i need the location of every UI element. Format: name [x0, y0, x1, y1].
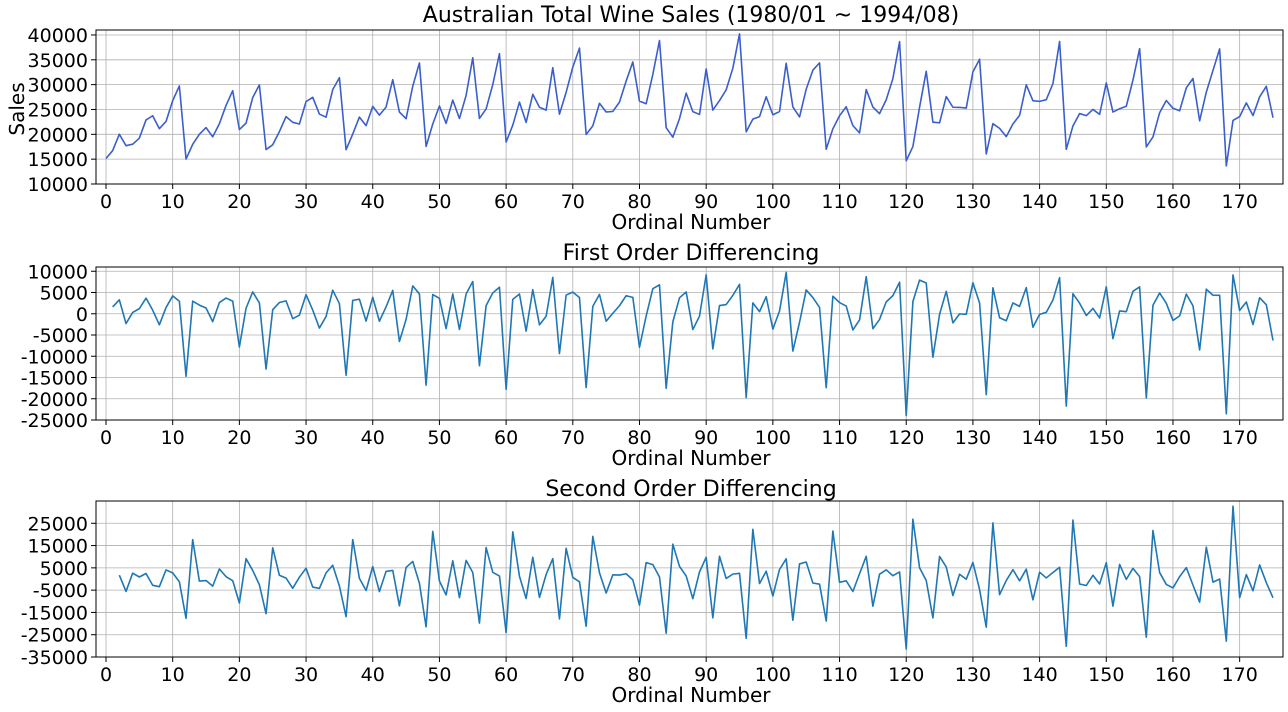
- second-difference-chart-xtick-label: 170: [1222, 664, 1258, 686]
- second-difference-chart-ytick-label: -15000: [21, 602, 88, 624]
- sales-chart-xtick-label: 140: [1021, 191, 1057, 213]
- first-difference-chart-series: [112, 271, 1274, 417]
- first-difference-chart-xtick-label: 60: [494, 427, 518, 449]
- sales-chart-ytick-label: 10000: [28, 174, 88, 196]
- second-difference-chart-frame: [95, 500, 1284, 658]
- first-difference-chart-ytick-label: -10000: [21, 346, 88, 368]
- second-difference-chart-xtick-label: 120: [888, 664, 924, 686]
- first-difference-chart-ytick-label: -15000: [21, 368, 88, 390]
- sales-chart-xtick-label: 20: [227, 191, 251, 213]
- first-difference-chart-xtick-label: 10: [161, 427, 185, 449]
- first-difference-chart-ytick-label: 5000: [40, 283, 88, 305]
- second-difference-chart-ytick-label: -25000: [21, 625, 88, 647]
- second-difference-chart-xtick-label: 0: [100, 664, 112, 686]
- second-difference-chart-xtick-label: 20: [227, 664, 251, 686]
- second-difference-chart-xtick-label: 50: [427, 664, 451, 686]
- first-difference-chart-xtick-label: 50: [427, 427, 451, 449]
- second-difference-chart-xtick-label: 90: [694, 664, 718, 686]
- first-difference-chart-frame: [95, 266, 1284, 421]
- sales-chart-ytick-label: 30000: [28, 75, 88, 97]
- sales-chart-xtick-label: 120: [888, 191, 924, 213]
- first-difference-chart: First Order Differencing Ordinal Number …: [21, 241, 1284, 470]
- second-difference-chart-title: Second Order Differencing: [545, 477, 836, 502]
- second-difference-chart-ytick-label: 5000: [40, 558, 88, 580]
- first-difference-chart-xtick-label: 80: [627, 427, 651, 449]
- sales-chart-xtick-label: 130: [955, 191, 991, 213]
- second-difference-chart-line: [118, 505, 1274, 650]
- sales-chart-xtick-label: 30: [294, 191, 318, 213]
- second-difference-chart-xtick-label: 130: [955, 664, 991, 686]
- first-difference-chart-xtick-label: 160: [1155, 427, 1191, 449]
- second-difference-chart-ytick-label: -35000: [21, 647, 88, 669]
- first-difference-chart-ytick-label: 0: [76, 304, 88, 326]
- sales-chart-xtick-label: 70: [561, 191, 585, 213]
- sales-chart: Australian Total Wine Sales (1980/01 ~ 1…: [5, 3, 1284, 234]
- sales-chart-xtick-label: 150: [1088, 191, 1124, 213]
- second-difference-chart-xtick-label: 150: [1088, 664, 1124, 686]
- second-difference-chart-xtick-label: 70: [561, 664, 585, 686]
- sales-chart-frame: [95, 29, 1284, 185]
- first-difference-chart-xtick-label: 100: [755, 427, 791, 449]
- sales-chart-series: [105, 33, 1274, 167]
- first-difference-chart-xtick-label: 90: [694, 427, 718, 449]
- sales-chart-xtick-label: 50: [427, 191, 451, 213]
- first-difference-chart-title: First Order Differencing: [563, 241, 820, 266]
- sales-chart-xtick-label: 160: [1155, 191, 1191, 213]
- sales-chart-xtick-label: 170: [1222, 191, 1258, 213]
- sales-chart-ytick-label: 35000: [28, 50, 88, 72]
- first-difference-chart-xtick-label: 170: [1222, 427, 1258, 449]
- sales-chart-xtick-label: 10: [161, 191, 185, 213]
- sales-chart-ytick-label: 25000: [28, 99, 88, 121]
- sales-chart-xtick-label: 0: [100, 191, 112, 213]
- first-difference-chart-xlabel: Ordinal Number: [611, 446, 771, 470]
- second-difference-chart-series: [118, 505, 1274, 650]
- sales-chart-line: [105, 33, 1274, 167]
- first-difference-chart-xtick-label: 130: [955, 427, 991, 449]
- first-difference-chart-ytick-label: -20000: [21, 389, 88, 411]
- second-difference-chart-ticks: 0 10 20 30 40 50 60 70 80 90 100 110 120 130 140 150 160…: [21, 513, 1258, 686]
- second-difference-chart-xtick-label: 100: [755, 664, 791, 686]
- sales-chart-title: Australian Total Wine Sales (1980/01 ~ 1…: [423, 3, 959, 28]
- first-difference-chart-xtick-label: 140: [1021, 427, 1057, 449]
- first-difference-chart-xtick-label: 110: [821, 427, 857, 449]
- second-difference-chart: Second Order Differencing Ordinal Number…: [21, 477, 1284, 707]
- sales-chart-ytick-label: 20000: [28, 124, 88, 146]
- first-difference-chart-xtick-label: 30: [294, 427, 318, 449]
- sales-chart-xtick-label: 40: [361, 191, 385, 213]
- first-difference-chart-xtick-label: 120: [888, 427, 924, 449]
- second-difference-chart-xtick-label: 60: [494, 664, 518, 686]
- second-difference-chart-xlabel: Ordinal Number: [611, 683, 771, 707]
- second-difference-chart-ytick-label: -5000: [33, 580, 88, 602]
- sales-chart-xtick-label: 110: [821, 191, 857, 213]
- second-difference-chart-xtick-label: 140: [1021, 664, 1057, 686]
- second-difference-chart-xtick-label: 10: [161, 664, 185, 686]
- first-difference-chart-ytick-label: -5000: [33, 325, 88, 347]
- second-difference-chart-xtick-label: 160: [1155, 664, 1191, 686]
- first-difference-chart-xtick-label: 40: [361, 427, 385, 449]
- sales-chart-ytick-label: 15000: [28, 149, 88, 171]
- sales-chart-xtick-label: 90: [694, 191, 718, 213]
- first-difference-chart-ticks: 0 10 20 30 40 50 60 70 80 90 100 110 120 130 140 150 160…: [21, 261, 1258, 449]
- second-difference-chart-ytick-label: 25000: [28, 513, 88, 535]
- first-difference-chart-ytick-label: 10000: [28, 261, 88, 283]
- first-difference-chart-xtick-label: 70: [561, 427, 585, 449]
- first-difference-chart-xtick-label: 20: [227, 427, 251, 449]
- sales-chart-ytick-label: 40000: [28, 25, 88, 47]
- second-difference-chart-xtick-label: 110: [821, 664, 857, 686]
- first-difference-chart-line: [112, 271, 1274, 417]
- sales-chart-ticks: 0 10 20 30 40 50 60 70 80 90 100 110 120 130 140 150 160…: [28, 25, 1258, 213]
- first-difference-chart-xtick-label: 150: [1088, 427, 1124, 449]
- second-difference-chart-xtick-label: 30: [294, 664, 318, 686]
- second-difference-chart-ytick-label: 15000: [28, 536, 88, 558]
- first-difference-chart-ytick-label: -25000: [21, 410, 88, 432]
- sales-chart-xtick-label: 80: [627, 191, 651, 213]
- second-difference-chart-xtick-label: 40: [361, 664, 385, 686]
- sales-chart-xtick-label: 100: [755, 191, 791, 213]
- first-difference-chart-xtick-label: 0: [100, 427, 112, 449]
- second-difference-chart-xtick-label: 80: [627, 664, 651, 686]
- sales-chart-xtick-label: 60: [494, 191, 518, 213]
- sales-chart-xlabel: Ordinal Number: [611, 210, 771, 234]
- sales-chart-ylabel: Sales: [5, 82, 29, 135]
